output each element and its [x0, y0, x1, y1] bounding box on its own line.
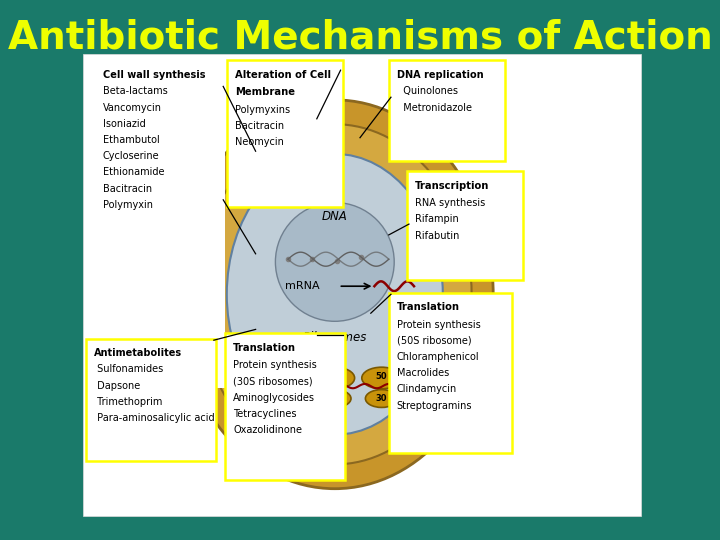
Text: Ribosomes: Ribosomes — [302, 331, 367, 344]
Text: Protein synthesis: Protein synthesis — [233, 360, 317, 370]
Text: Rifabutin: Rifabutin — [415, 231, 459, 241]
Text: 50: 50 — [282, 373, 294, 381]
Text: Cycloserine: Cycloserine — [103, 151, 160, 161]
Text: Clindamycin: Clindamycin — [397, 384, 457, 395]
FancyBboxPatch shape — [227, 60, 343, 207]
Ellipse shape — [268, 367, 308, 389]
Text: Transcription: Transcription — [415, 181, 489, 191]
Text: Dapsone: Dapsone — [94, 381, 140, 391]
Ellipse shape — [362, 367, 402, 389]
Text: RNA synthesis: RNA synthesis — [415, 198, 485, 208]
Text: Antimetabolites: Antimetabolites — [94, 348, 181, 359]
Text: (50S ribosome): (50S ribosome) — [397, 336, 472, 346]
Text: Alteration of Cell: Alteration of Cell — [235, 70, 330, 80]
Text: 50: 50 — [376, 373, 387, 381]
Text: Bacitracin: Bacitracin — [103, 184, 152, 194]
Text: Tetracyclines: Tetracyclines — [233, 409, 297, 419]
Text: Membrane: Membrane — [235, 87, 294, 98]
Text: Streptogramins: Streptogramins — [397, 401, 472, 411]
Ellipse shape — [366, 390, 397, 407]
FancyBboxPatch shape — [83, 54, 641, 516]
Text: 50: 50 — [329, 373, 341, 381]
Text: Oxazolidinone: Oxazolidinone — [233, 425, 302, 435]
Text: Chloramphenicol: Chloramphenicol — [397, 352, 480, 362]
Text: Rifampin: Rifampin — [415, 214, 459, 225]
Text: Protein synthesis: Protein synthesis — [397, 320, 480, 330]
FancyBboxPatch shape — [225, 333, 345, 480]
Text: 30: 30 — [282, 394, 294, 403]
Text: 30: 30 — [329, 394, 341, 403]
Text: Bacitracin: Bacitracin — [235, 121, 284, 131]
Text: Translation: Translation — [397, 302, 460, 313]
Text: DNA replication: DNA replication — [397, 70, 483, 80]
Ellipse shape — [315, 367, 355, 389]
Text: Neomycin: Neomycin — [235, 137, 284, 147]
Ellipse shape — [319, 390, 351, 407]
Text: Polymyxin: Polymyxin — [103, 200, 153, 210]
Text: Vancomycin: Vancomycin — [103, 103, 162, 113]
Text: Ethambutol: Ethambutol — [103, 135, 160, 145]
Text: Translation: Translation — [233, 343, 297, 353]
FancyBboxPatch shape — [86, 339, 216, 461]
Ellipse shape — [272, 390, 304, 407]
Text: DNA: DNA — [322, 210, 348, 222]
Text: Quinolones: Quinolones — [397, 86, 458, 97]
Text: Macrolides: Macrolides — [397, 368, 449, 379]
Text: (30S ribosomes): (30S ribosomes) — [233, 376, 313, 387]
Text: Polymyxins: Polymyxins — [235, 105, 290, 115]
FancyBboxPatch shape — [95, 60, 225, 388]
Text: Metronidazole: Metronidazole — [397, 103, 472, 113]
Text: 30: 30 — [376, 394, 387, 403]
Text: Ethionamide: Ethionamide — [103, 167, 164, 178]
Text: Trimethoprim: Trimethoprim — [94, 397, 162, 407]
Ellipse shape — [198, 124, 472, 464]
Ellipse shape — [227, 154, 443, 435]
FancyBboxPatch shape — [389, 60, 505, 161]
Text: Para-aminosalicylic acid: Para-aminosalicylic acid — [94, 413, 215, 423]
Text: Cell wall synthesis: Cell wall synthesis — [103, 70, 205, 80]
Text: mRNA: mRNA — [285, 281, 320, 291]
Text: Antibiotic Mechanisms of Action: Antibiotic Mechanisms of Action — [8, 19, 712, 57]
FancyBboxPatch shape — [407, 171, 523, 280]
Text: Aminoglycosides: Aminoglycosides — [233, 393, 315, 403]
FancyBboxPatch shape — [389, 293, 512, 453]
Text: Beta-lactams: Beta-lactams — [103, 86, 168, 97]
Text: Sulfonamides: Sulfonamides — [94, 364, 163, 375]
Ellipse shape — [275, 202, 395, 321]
Text: Isoniazid: Isoniazid — [103, 119, 145, 129]
Ellipse shape — [176, 100, 493, 489]
